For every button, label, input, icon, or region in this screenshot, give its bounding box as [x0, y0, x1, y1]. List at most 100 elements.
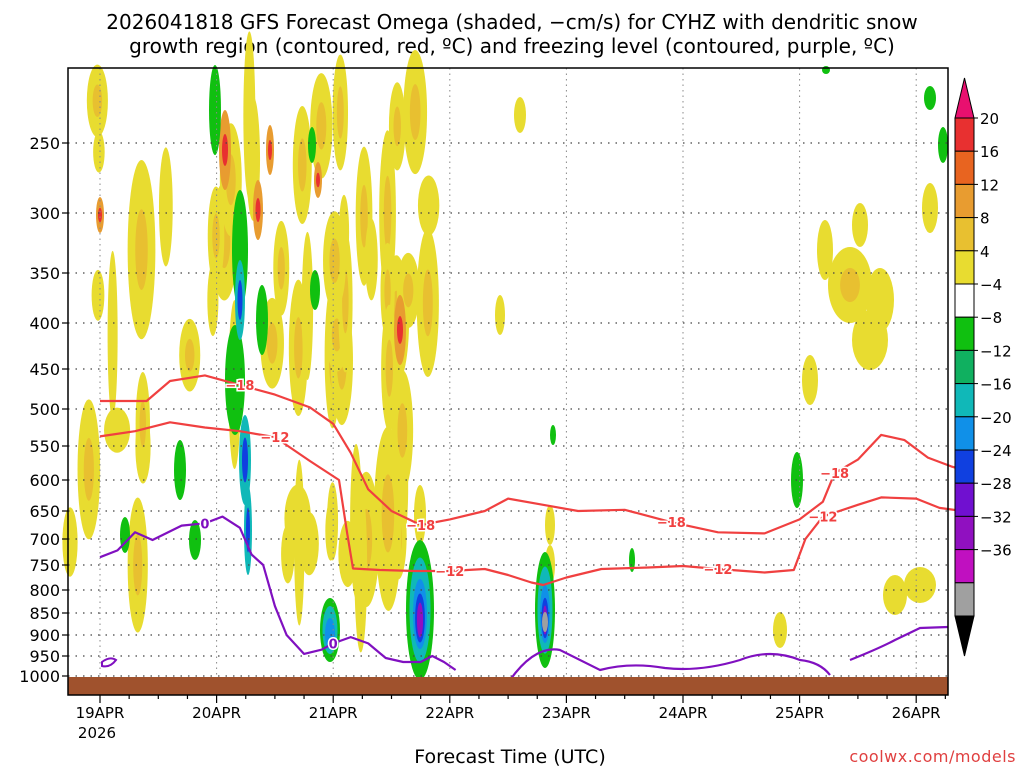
omega-positive-core: [403, 273, 414, 308]
omega-plume-core: [416, 602, 424, 638]
x-tick-sublabel: 2026: [78, 724, 116, 742]
omega-negative-blob: [550, 425, 556, 445]
omega-positive-blob: [62, 507, 78, 577]
colorbar-bin: [954, 449, 975, 484]
omega-positive-blob: [354, 482, 368, 653]
y-tick-label: 750: [29, 556, 60, 575]
contour-minus12-label: −12: [808, 511, 837, 526]
omega-positive-blob: [207, 263, 219, 336]
omega-positive-blob: [414, 485, 426, 545]
colorbar-bin: [954, 549, 975, 584]
omega-positive-core: [184, 338, 195, 372]
x-axis: 19APR 2026 20APR 21APR 22APR 23APR 24APR 25APR 2…: [76, 695, 946, 742]
y-tick-label: 350: [29, 264, 60, 283]
colorbar-bin: [954, 482, 975, 517]
omega-positive-core: [83, 437, 94, 501]
terrain-strip: [68, 677, 948, 695]
colorbar-label: −24: [980, 442, 1012, 460]
omega-positive-blob: [338, 520, 358, 588]
credit-text: coolwx.com/models: [849, 747, 1016, 766]
omega-positive-core: [222, 134, 228, 166]
omega-negative-core: [237, 280, 243, 320]
omega-negative-core: [246, 507, 250, 553]
colorbar-bin: [954, 117, 975, 152]
omega-positive-core: [422, 269, 433, 337]
omega-negative-blob: [924, 86, 936, 110]
omega-positive-blob: [773, 612, 787, 648]
omega-negative-blob: [308, 127, 316, 163]
y-tick-label: 1000: [19, 667, 60, 686]
contour-minus18-label: −18: [406, 519, 435, 534]
contour-freezing: [849, 625, 949, 662]
contour-minus18-label: −18: [820, 467, 849, 482]
y-tick-label: 450: [29, 360, 60, 379]
colorbar-bin: [954, 183, 975, 219]
omega-positive-core: [385, 339, 393, 397]
colorbar-label: 8: [980, 210, 990, 228]
contour-minus18: [100, 374, 964, 535]
omega-positive-blob: [883, 575, 907, 615]
contour-freezing: [99, 515, 457, 671]
x-tick-label: 21APR: [309, 704, 358, 722]
omega-positive-core: [298, 138, 307, 192]
omega-positive-core: [329, 238, 340, 284]
colorbar-label: −16: [980, 376, 1012, 394]
omega-positive-core: [139, 400, 147, 448]
plot-area: −18 −18 −18 −18 −12 −12 −12 −12 0 0: [62, 31, 964, 696]
omega-negative-blob: [791, 452, 803, 508]
omega-positive-blob: [922, 183, 938, 233]
omega-positive-blob: [852, 203, 868, 247]
omega-positive-core: [316, 172, 320, 188]
omega-positive-core: [255, 198, 261, 222]
contour-freezing-label: 0: [200, 517, 209, 532]
omega-positive-core: [336, 86, 344, 139]
x-tick-label: 22APR: [425, 704, 474, 722]
colorbar-bin: [954, 582, 975, 617]
omega-positive-core: [266, 322, 278, 364]
omega-positive-core: [294, 317, 303, 379]
omega-plume-core: [542, 612, 548, 632]
omega-positive-blob: [301, 231, 314, 381]
omega-shading: [62, 31, 948, 680]
omega-positive-core: [268, 140, 272, 160]
x-tick-label: 20APR: [192, 704, 241, 722]
y-tick-label: 250: [29, 134, 60, 153]
omega-positive-blob: [325, 501, 336, 561]
omega-negative-blob: [209, 65, 221, 155]
colorbar-top-arrow: [954, 77, 975, 119]
x-tick-label: 19APR: [76, 704, 125, 722]
colorbar-bin: [954, 150, 975, 185]
colorbar-bin: [954, 316, 975, 351]
omega-positive-core: [393, 106, 401, 147]
y-tick-label: 500: [29, 400, 60, 419]
omega-positive-blob: [904, 567, 936, 603]
contour-minus18-label: −18: [225, 379, 254, 394]
colorbar-bin: [954, 283, 975, 318]
colorbar-label: 12: [980, 176, 999, 194]
contour-freezing: [509, 648, 831, 681]
omega-negative-core: [242, 437, 248, 483]
omega-negative-blob: [822, 66, 830, 74]
omega-positive-core: [397, 316, 403, 344]
x-tick-label: 26APR: [892, 704, 941, 722]
contour-minus12-label: −12: [260, 431, 289, 446]
x-tick-label: 25APR: [775, 704, 824, 722]
y-tick-label: 550: [29, 437, 60, 456]
omega-positive-blob: [104, 407, 131, 453]
y-tick-label: 600: [29, 471, 60, 490]
x-tick-label: 23APR: [542, 704, 591, 722]
plot-background: [68, 68, 948, 695]
x-tick-label: 24APR: [659, 704, 708, 722]
colorbar-bin: [954, 217, 975, 252]
omega-positive-core: [212, 213, 220, 259]
omega-positive-blob: [91, 269, 105, 321]
omega-positive-core: [277, 246, 285, 290]
omega-positive-blob: [852, 310, 888, 370]
y-tick-label: 300: [29, 204, 60, 223]
colorbar-label: −36: [980, 542, 1012, 560]
colorbar-label: −32: [980, 508, 1012, 526]
omega-positive-core: [133, 534, 143, 596]
colorbar-label: −4: [980, 276, 1002, 294]
colorbar-bottom-arrow: [954, 615, 975, 657]
